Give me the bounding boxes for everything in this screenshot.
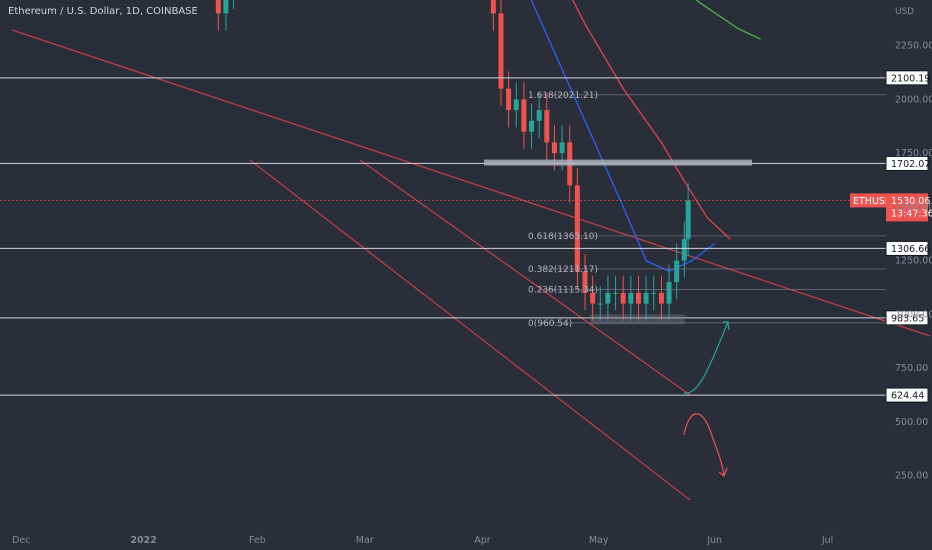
horizontal-level-box	[885, 155, 929, 171]
candle-body	[685, 200, 691, 240]
resistance-zone	[484, 159, 752, 166]
fib-level-label: 0(960.54)	[528, 319, 572, 329]
x-tick-label: 2022	[130, 535, 156, 546]
candle-body	[651, 292, 657, 294]
x-tick-label: Jun	[706, 535, 722, 546]
horizontal-level-box	[885, 387, 929, 403]
x-tick-label: Feb	[249, 535, 266, 546]
symbol-label: ETHUSD	[853, 196, 892, 207]
y-tick-label: 1500.00	[895, 202, 932, 213]
horizontal-level-box	[885, 240, 929, 256]
horizontal-level-label: 624.44	[891, 391, 924, 402]
candle-body	[551, 142, 557, 154]
support-zone	[590, 314, 685, 325]
x-tick-label: Jul	[821, 535, 833, 546]
candle-body	[559, 142, 565, 154]
y-tick-label: 2250.00	[895, 41, 932, 52]
current-price-label: 1530.06	[891, 196, 930, 207]
horizontal-level-label: 983.65	[891, 313, 924, 324]
horizontal-level-box	[885, 310, 929, 326]
bearish-projection-arrow	[683, 413, 725, 477]
y-tick-label: 1000.00	[895, 309, 932, 320]
candle-body	[658, 292, 664, 304]
x-tick-label: May	[589, 535, 609, 546]
horizontal-level-label: 1306.66	[891, 244, 930, 255]
candle-body	[628, 292, 634, 304]
moving-average-20	[530, 0, 716, 273]
candle-body	[597, 303, 603, 305]
currency-label: USD	[895, 7, 914, 17]
horizontal-level-label: 2100.19	[891, 73, 930, 84]
candle-body	[635, 292, 641, 304]
candle-body	[574, 185, 580, 272]
fib-level-label: 0.236(1115.34)	[528, 286, 598, 296]
y-tick-label: 250.00	[895, 471, 928, 482]
bullish-projection-arrow	[683, 321, 729, 394]
x-tick-label: Dec	[12, 535, 30, 546]
horizontal-level-label: 1702.07	[891, 159, 930, 170]
candle-body	[536, 110, 542, 121]
candle-body	[666, 282, 672, 304]
fib-level-label: 1.618(2021.21)	[528, 91, 598, 101]
trendline-channel-upper	[359, 159, 691, 396]
symbol-badge	[850, 193, 886, 208]
y-tick-label: 500.00	[895, 417, 928, 428]
chart-title: Ethereum / U.S. Dollar, 1D, COINBASE	[8, 6, 198, 17]
fib-level-label: 0.618(1365.10)	[528, 232, 598, 242]
horizontal-level-box	[885, 70, 929, 86]
moving-average-50	[572, 0, 731, 240]
trendline-channel-lower	[249, 159, 691, 501]
candle-body	[506, 88, 512, 111]
trendline-resistance	[11, 29, 931, 337]
bullish-arrow-head	[723, 321, 730, 331]
y-tick-label: 1250.00	[895, 256, 932, 267]
candle-body	[223, 0, 229, 14]
candle-body	[681, 239, 687, 261]
candle-body	[215, 0, 221, 14]
candle-body	[498, 13, 504, 89]
candle-body	[643, 292, 649, 304]
candle-body	[521, 99, 527, 132]
candle-body	[613, 292, 619, 294]
candle-body	[582, 271, 588, 293]
price-badge	[886, 193, 928, 222]
bearish-arrow-head	[718, 467, 728, 477]
y-tick-label: 2000.00	[895, 94, 932, 105]
x-tick-label: Mar	[356, 535, 374, 546]
candle-body	[529, 120, 535, 132]
candle-body	[544, 110, 550, 143]
candle-body	[620, 292, 626, 304]
candle-body	[590, 292, 596, 304]
candle-body	[605, 292, 611, 304]
x-tick-label: Apr	[474, 535, 491, 546]
y-tick-label: 750.00	[895, 363, 928, 374]
fib-level-label: 0.382(1211.17)	[528, 265, 598, 275]
candle-body	[674, 260, 680, 283]
countdown-label: 13:47:36	[891, 208, 932, 219]
y-tick-label: 1750.00	[895, 148, 932, 159]
candle-body	[490, 0, 496, 14]
candle-body	[513, 99, 519, 111]
